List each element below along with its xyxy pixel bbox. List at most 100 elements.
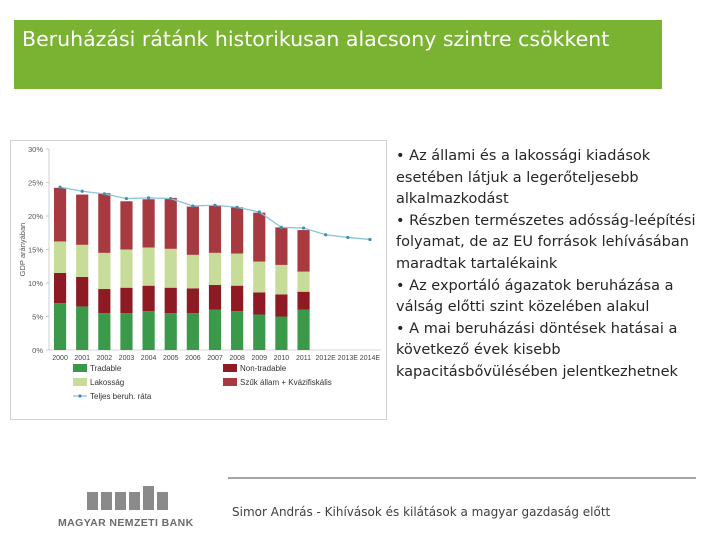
bar-sz-k-llam-kv-zifisk-lis-2003 (120, 201, 133, 250)
line-point-2013E (346, 235, 350, 240)
line-point-2003 (124, 196, 129, 201)
bar-non-tradable-2001 (76, 276, 89, 307)
bar-tradable-2003 (120, 313, 133, 350)
bar-tradable-2006 (186, 313, 199, 350)
bar-lakoss-g-2000 (53, 241, 67, 273)
bar-tradable-2005 (164, 313, 177, 350)
bar-sz-k-llam-kv-zifisk-lis-2009 (253, 212, 266, 262)
line-point-2011 (301, 226, 306, 230)
bullet-3: • Az exportáló ágazatok beruházása a vál… (396, 277, 674, 316)
bar-non-tradable-2003 (120, 287, 133, 314)
x-tick-label: 2014E (360, 355, 381, 362)
bar-non-tradable-2007 (208, 285, 222, 310)
x-tick-label: 2004 (141, 355, 157, 362)
bar-tradable-2011 (297, 309, 310, 350)
legend-swatch-non-tradable (223, 364, 237, 372)
bar-non-tradable-2009 (253, 292, 266, 315)
x-tick-label: 2007 (207, 355, 223, 362)
bar-lakoss-g-2007 (208, 252, 222, 286)
bar-sz-k-llam-kv-zifisk-lis-2002 (98, 193, 111, 253)
line-point-2005 (169, 196, 173, 201)
mnb-logo: MAGYAR NEMZETI BANK (54, 482, 204, 532)
bar-sz-k-llam-kv-zifisk-lis-2007 (208, 205, 222, 253)
y-tick-label: 30% (28, 145, 43, 154)
legend-line-total-point (78, 394, 82, 398)
bullet-1: • Az állami és a lakossági kiadások eset… (396, 148, 651, 208)
line-point-2006 (191, 204, 195, 208)
legend-label-total: Teljes beruh. ráta (90, 392, 152, 401)
bullet-4: • A mai beruházási döntések hatásai a kö… (396, 320, 678, 380)
bar-tradable-2002 (98, 313, 111, 350)
bar-non-tradable-2011 (297, 291, 310, 310)
bar-non-tradable-2005 (164, 287, 177, 314)
bar-lakoss-g-2011 (297, 271, 310, 292)
x-tick-label: 2013E (338, 355, 359, 362)
line-point-2007 (213, 203, 217, 207)
bar-tradable-2001 (76, 306, 89, 350)
legend-label-tradable: Tradable (90, 364, 122, 373)
x-tick-label: 2012E (316, 355, 337, 362)
bar-tradable-2008 (231, 311, 244, 350)
line-point-2002 (102, 192, 106, 196)
legend-label-lakoss-g: Lakosság (90, 378, 124, 387)
y-tick-label: 15% (28, 246, 43, 255)
x-tick-label: 2003 (119, 355, 135, 362)
bullet-2: • Részben természetes adósság-leépítési … (396, 212, 696, 272)
bar-sz-k-llam-kv-zifisk-lis-2008 (231, 207, 244, 254)
line-point-2000 (58, 185, 62, 189)
mnb-logo-icon (87, 486, 168, 510)
y-tick-label: 25% (28, 179, 43, 188)
bar-lakoss-g-2009 (253, 261, 266, 293)
slide-title: Beruházási rátánk historikusan alacsony … (22, 27, 610, 51)
bar-lakoss-g-2005 (164, 248, 177, 288)
bar-tradable-2007 (208, 309, 222, 350)
bar-sz-k-llam-kv-zifisk-lis-2010 (275, 227, 288, 265)
x-tick-label: 2011 (296, 355, 311, 362)
y-tick-label: 20% (28, 212, 43, 221)
line-point-2008 (235, 205, 239, 209)
title-bar: Beruházási rátánk historikusan alacsony … (14, 20, 662, 89)
bar-sz-k-llam-kv-zifisk-lis-2001 (76, 194, 89, 245)
footer-text: Simor András - Kihívások és kilátások a … (232, 505, 611, 519)
bar-tradable-2000 (53, 303, 67, 350)
bar-lakoss-g-2003 (120, 249, 133, 288)
bar-lakoss-g-2004 (142, 247, 155, 286)
y-tick-label: 0% (32, 346, 43, 355)
x-tick-label: 2008 (229, 355, 245, 362)
bar-tradable-2010 (275, 316, 288, 350)
x-tick-label: 2010 (274, 355, 290, 362)
bar-non-tradable-2008 (231, 285, 244, 312)
legend-swatch-sz-k-llam-kv-zifisk-lis (223, 378, 237, 386)
bar-sz-k-llam-kv-zifisk-lis-2006 (186, 206, 199, 255)
x-tick-label: 2009 (251, 355, 267, 362)
chart: 0% 5% 10% 15% 20% 25% 30% GDP arányában 2000 2001… (10, 140, 387, 420)
x-tick-label: 2001 (74, 355, 90, 362)
bar-tradable-2004 (142, 311, 155, 350)
x-tick-label: 2000 (52, 355, 68, 362)
legend-swatch-lakoss-g (73, 378, 87, 386)
chart-svg: 0% 5% 10% 15% 20% 25% 30% GDP arányában 2000 2001… (18, 145, 381, 401)
bar-non-tradable-2004 (142, 285, 155, 312)
bar-tradable-2009 (253, 314, 266, 350)
bar-lakoss-g-2001 (76, 244, 89, 277)
y-axis-title: GDP arányában (18, 223, 27, 277)
line-point-2010 (279, 225, 283, 229)
x-tick-label: 2006 (185, 355, 201, 362)
bar-non-tradable-2002 (98, 289, 111, 314)
bar-lakoss-g-2006 (186, 254, 199, 289)
line-point-2014E (368, 237, 372, 242)
bar-lakoss-g-2008 (231, 253, 244, 286)
bar-lakoss-g-2010 (275, 264, 288, 295)
legend-label-sz-k-llam-kv-zifisk-lis: Szűk állam + Kvázifiskális (240, 378, 332, 387)
line-point-2004 (147, 196, 151, 200)
bar-non-tradable-2000 (53, 272, 67, 304)
bar-sz-k-llam-kv-zifisk-lis-2005 (164, 197, 177, 249)
bar-non-tradable-2006 (186, 288, 199, 314)
logo-text: MAGYAR NEMZETI BANK (58, 517, 194, 529)
legend-swatch-tradable (73, 364, 87, 372)
bar-sz-k-llam-kv-zifisk-lis-2004 (142, 199, 155, 248)
y-tick-label: 10% (28, 279, 43, 288)
line-point-2009 (257, 210, 261, 214)
x-tick-label: 2005 (163, 355, 179, 362)
bar-sz-k-llam-kv-zifisk-lis-2000 (53, 187, 67, 242)
